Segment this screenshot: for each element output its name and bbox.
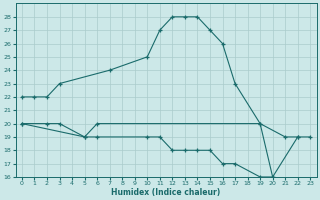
X-axis label: Humidex (Indice chaleur): Humidex (Indice chaleur) bbox=[111, 188, 221, 197]
